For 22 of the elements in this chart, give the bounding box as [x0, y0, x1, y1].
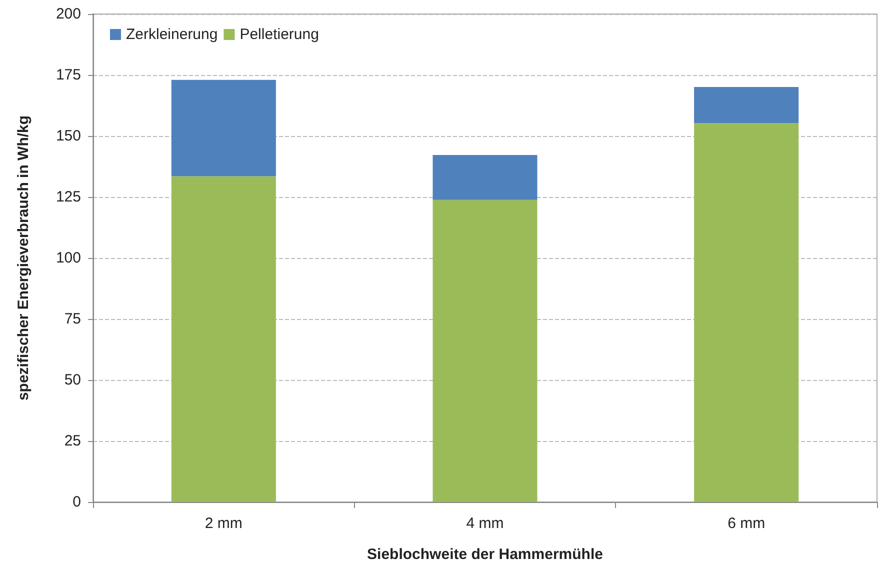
y-tick-label: 25: [64, 432, 81, 450]
bar: [432, 200, 538, 502]
bar: [171, 80, 276, 176]
y-tick-label: 150: [56, 128, 81, 144]
y-tick-label: 0: [72, 494, 81, 510]
y-tick-label: 125: [56, 188, 81, 206]
bar: [432, 155, 538, 200]
y-tick-label: 175: [56, 66, 81, 84]
y-tick-label: 200: [56, 6, 81, 22]
bar: [694, 86, 799, 124]
legend-label: Zerkleinerung: [126, 26, 218, 43]
legend-label: Pelletierung: [240, 26, 319, 43]
bar: [171, 176, 276, 502]
y-tick-label: 50: [64, 372, 81, 388]
x-tick-label: 2 mm: [204, 515, 242, 532]
x-tick-label: 6 mm: [728, 515, 766, 532]
y-tick-label: 75: [64, 310, 81, 328]
y-tick-label: 100: [56, 250, 81, 266]
x-axis-title: Sieblochweite der Hammermühle: [367, 546, 603, 563]
bar: [694, 123, 799, 502]
x-tick-label: 4 mm: [466, 515, 504, 532]
y-axis-title: spezifischer Energieverbrauch in Wh/kg: [15, 115, 32, 401]
